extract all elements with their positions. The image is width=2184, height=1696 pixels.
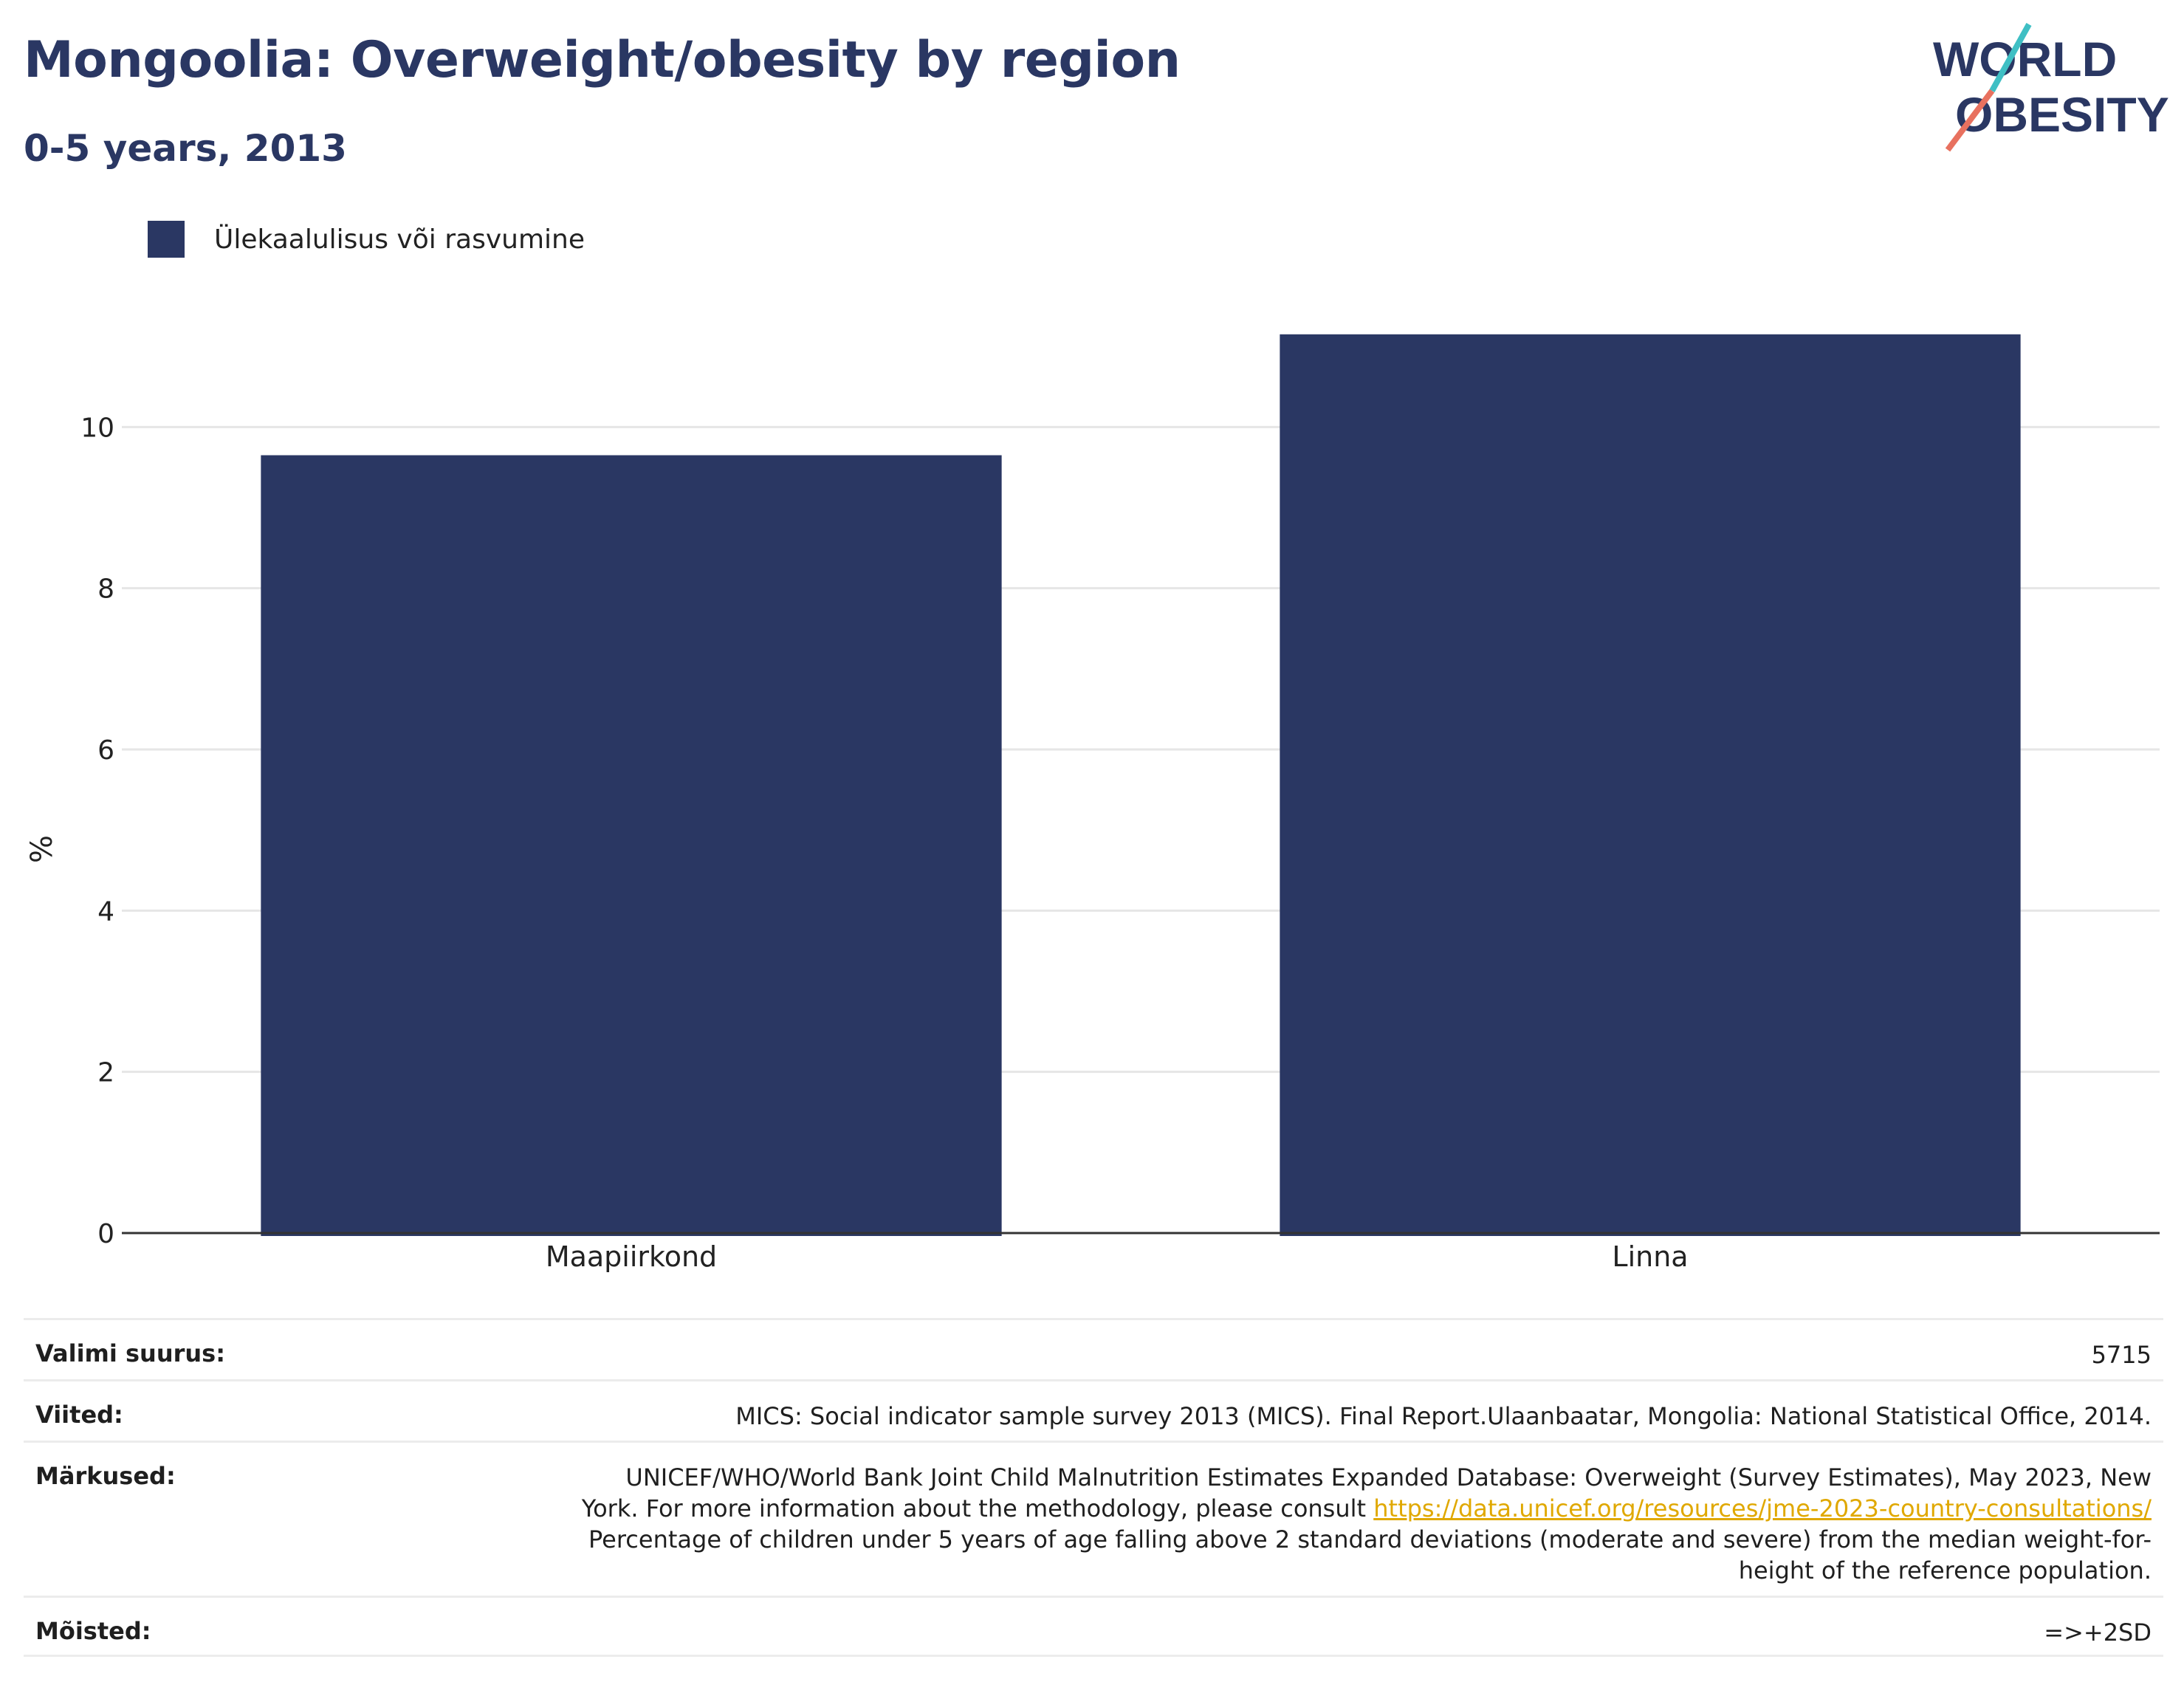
notes-line-2-text: York. For more information about the met… [581,1494,1374,1522]
definitions-row: Mõisted: =>+2SD [24,1596,2163,1657]
x-tick-label: Maapiirkond [546,1240,717,1273]
notes-row: Märkused: UNICEF/WHO/World Bank Joint Ch… [24,1441,2163,1596]
notes-value: UNICEF/WHO/World Bank Joint Child Malnut… [582,1462,2152,1596]
methodology-link[interactable]: https://data.unicef.org/resources/jme-20… [1373,1494,2152,1522]
legend-label: Ülekaalulisus või rasvumine [214,224,585,255]
definitions-value: =>+2SD [2044,1618,2152,1647]
y-tick-label: 4 [97,896,114,927]
y-tick-label: 6 [97,735,114,766]
legend-swatch [148,221,185,258]
references-label: Viited: [35,1401,123,1429]
notes-line-1: UNICEF/WHO/World Bank Joint Child Malnut… [625,1463,2152,1491]
y-tick-label: 0 [97,1219,114,1249]
notes-line-2: York. For more information about the met… [582,1493,2152,1524]
y-tick-label: 8 [97,574,114,605]
definitions-label: Mõisted: [35,1617,151,1645]
page-title: Mongoolia: Overweight/obesity by region [24,31,1181,89]
bar [261,455,1002,1236]
metadata-table: Valimi suurus: 5715 Viited: MICS: Social… [24,1318,2163,1657]
world-obesity-logo: WORLD OBESITY [1926,21,2169,154]
sample-size-label: Valimi suurus: [35,1339,226,1367]
y-tick-label: 2 [97,1058,114,1088]
sample-size-value: 5715 [2091,1341,2152,1369]
page-subtitle: 0-5 years, 2013 [24,127,347,170]
notes-label: Märkused: [35,1462,176,1490]
bar-chart: 0 2 4 6 8 10% Maapiirkond Linna [25,334,2160,1273]
references-row: Viited: MICS: Social indicator sample su… [24,1379,2163,1441]
y-axis-label: % [25,835,59,863]
sample-size-row: Valimi suurus: 5715 [24,1318,2163,1379]
notes-line-3: Percentage of children under 5 years of … [588,1525,2152,1553]
bar [1280,334,2021,1237]
svg-text:WORLD: WORLD [1933,32,2117,86]
y-tick-label: 10 [80,413,114,443]
x-tick-label: Linna [1612,1240,1688,1273]
references-value: MICS: Social indicator sample survey 201… [735,1402,2152,1430]
notes-line-4: height of the reference population. [1738,1556,2152,1585]
chart-legend: Ülekaalulisus või rasvumine [148,220,585,258]
